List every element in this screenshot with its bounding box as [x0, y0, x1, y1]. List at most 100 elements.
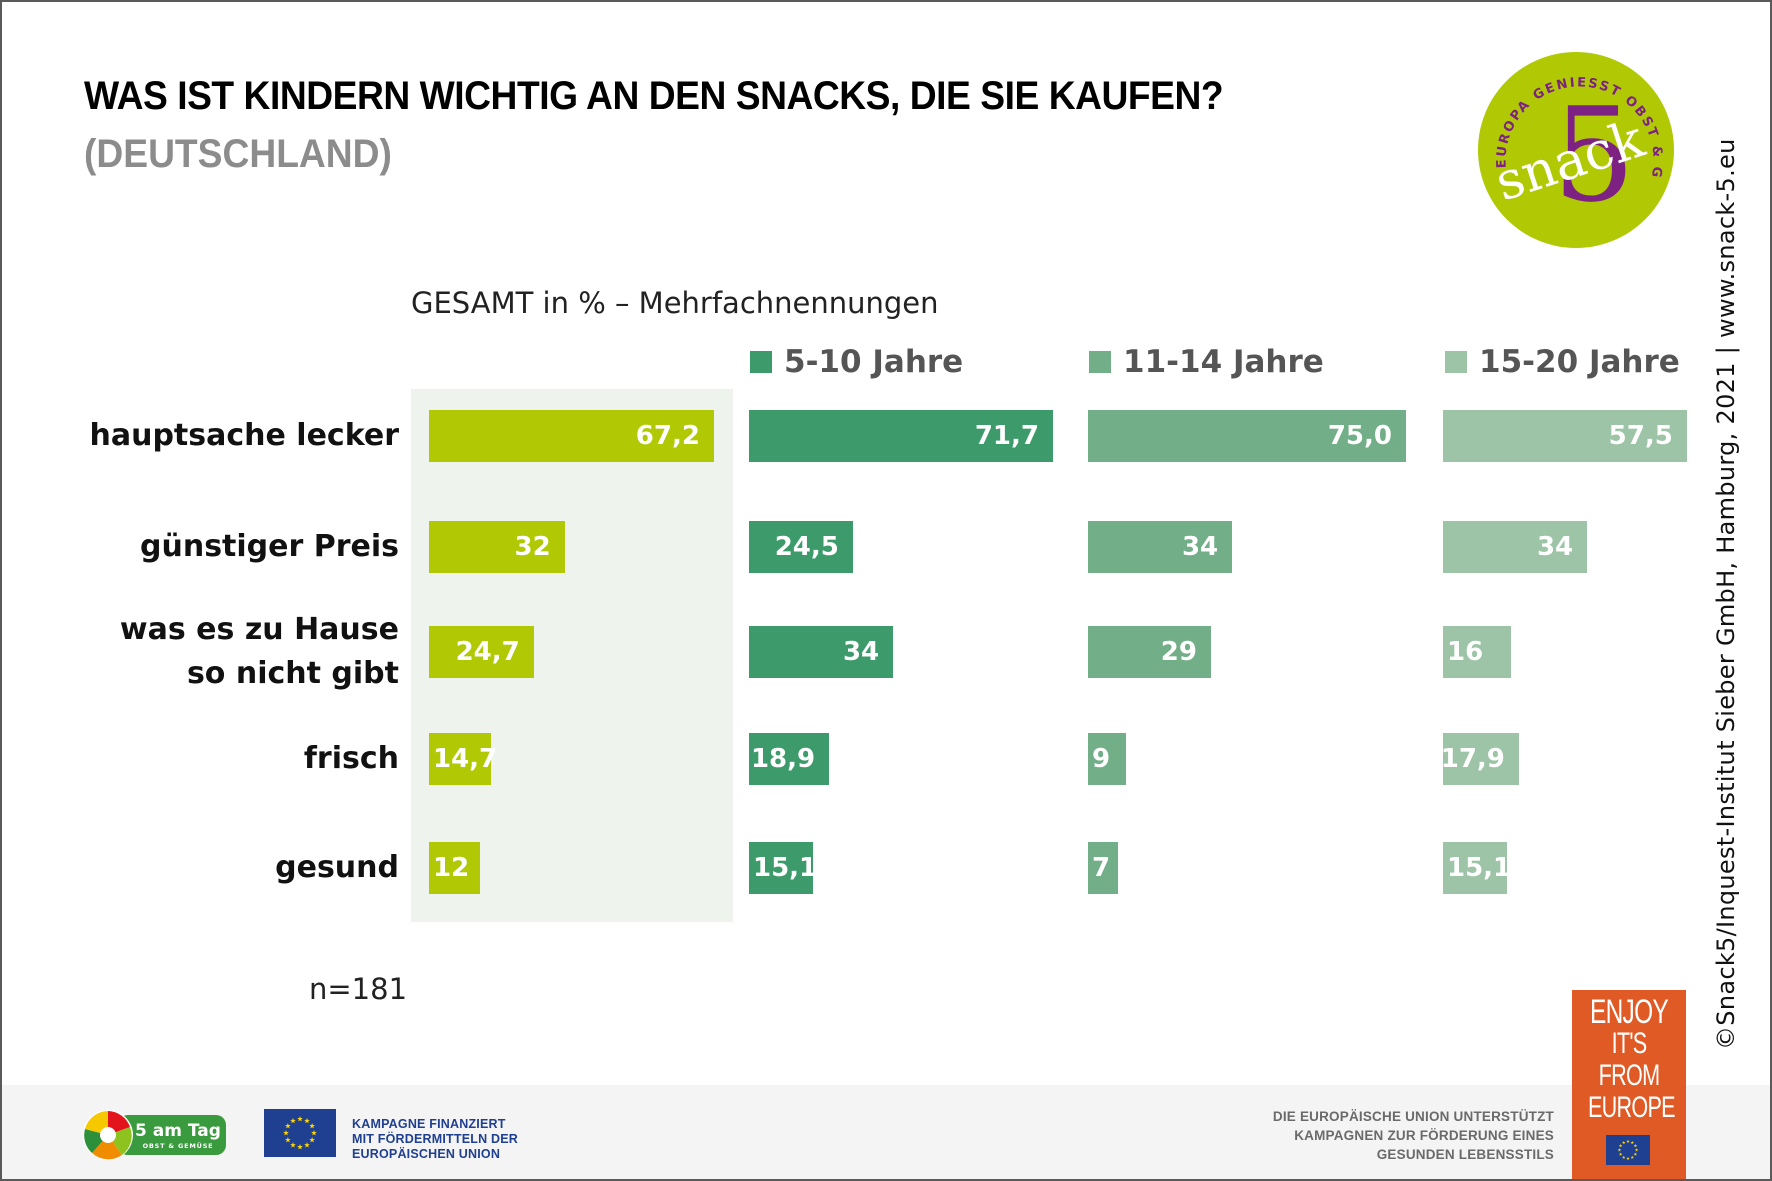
eu-support-line: GESUNDEN LEBENSSTILS: [1376, 1147, 1554, 1162]
logo-numeral: 5: [1553, 79, 1636, 231]
legend-swatch: [750, 351, 772, 373]
star-icon: [285, 1137, 291, 1143]
eu-support-line: DIE EUROPÄISCHE UNION UNTERSTÜTZT: [1272, 1109, 1554, 1124]
category-label-line: frisch: [303, 741, 399, 776]
eu-funding-line: EUROPÄISCHEN UNION: [352, 1147, 501, 1161]
star-icon: [1618, 1152, 1623, 1156]
category-label-line: so nicht gibt: [186, 656, 399, 691]
star-icon: [309, 1137, 315, 1143]
bar-value-label: 7: [1092, 853, 1111, 883]
svg-text:5 am Tag: 5 am Tag: [135, 1121, 221, 1141]
star-icon: [1634, 1148, 1639, 1152]
bar-value-label: 16: [1447, 637, 1484, 667]
legend-label: 15-20 Jahre: [1479, 344, 1680, 380]
category-label: was es zu Hause so nicht gibt: [120, 608, 399, 696]
enjoy-line: EUROPE: [1587, 1091, 1676, 1124]
eu-support-text: DIE EUROPÄISCHE UNION UNTERSTÜTZT KAMPAG…: [1273, 1107, 1554, 1164]
bar: 24,5: [749, 521, 853, 573]
snack5-logo: EUROPA GENIESST OBST & GEMÜSE 5 snack: [1476, 50, 1674, 248]
legend-item-5-10: 5-10 Jahre: [750, 344, 963, 380]
bar: 7: [1088, 842, 1118, 894]
enjoy-europe-logo: ENJOY IT'S FROM EUROPE: [1572, 990, 1686, 1179]
bar: 16: [1443, 626, 1511, 678]
star-icon: [1621, 1140, 1626, 1145]
bar-value-label: 75,0: [1327, 421, 1392, 451]
legend-item-15-20: 15-20 Jahre: [1445, 344, 1680, 380]
star-icon: [297, 1144, 303, 1150]
bar: 71,7: [749, 410, 1053, 462]
bar: 67,2: [429, 410, 714, 462]
svg-text:OBST & GEMÜSE: OBST & GEMÜSE: [143, 1141, 214, 1150]
logo-circle: [1478, 52, 1674, 248]
category-label: gesund: [275, 846, 399, 890]
star-icon: [285, 1123, 291, 1129]
eu-funding-text: KAMPAGNE FINANZIERT MIT FÖRDERMITTELN DE…: [352, 1117, 518, 1162]
bar: 34: [749, 626, 894, 678]
eu-flag-icon: [1606, 1135, 1650, 1165]
bar-value-label: 14,7: [433, 744, 498, 774]
bar-value-label: 12: [433, 853, 470, 883]
bar: 29: [1088, 626, 1211, 678]
star-icon: [1633, 1152, 1638, 1156]
bar: 32: [429, 521, 565, 573]
bar: 17,9: [1440, 733, 1519, 785]
star-icon: [304, 1142, 310, 1148]
star-icon: [311, 1130, 317, 1136]
legend-label: 11-14 Jahre: [1123, 344, 1324, 380]
bar: 12: [429, 842, 480, 894]
star-icon: [1618, 1143, 1623, 1148]
eu-funding-line: KAMPAGNE FINANZIERT: [352, 1117, 506, 1131]
measure-caption: GESAMT in % – Mehrfachnennungen: [411, 286, 939, 320]
star-icon: [304, 1117, 310, 1124]
bar: 75,0: [1088, 410, 1406, 462]
star-icon: [1630, 1140, 1635, 1145]
bar: 15,1: [1443, 842, 1511, 894]
star-icon: [290, 1117, 296, 1124]
category-label: günstiger Preis: [140, 525, 399, 569]
bar-value-label: 15,1: [753, 853, 818, 883]
bar-value-label: 34: [1536, 532, 1574, 562]
bar: 34: [1443, 521, 1588, 573]
legend-swatch: [1089, 351, 1111, 373]
bar-value-label: 34: [842, 637, 880, 667]
bar: 14,7: [429, 733, 497, 785]
enjoy-line: ENJOY: [1589, 993, 1669, 1031]
bar-value-label: 15,1: [1447, 853, 1512, 883]
bar-value-label: 71,7: [974, 421, 1039, 451]
star-icon: [283, 1130, 289, 1136]
star-icon: [290, 1142, 296, 1148]
star-icon: [1633, 1143, 1638, 1148]
category-label-line: günstiger Preis: [140, 529, 399, 564]
category-label-line: gesund: [275, 850, 399, 885]
bar-value-label: 24,5: [774, 532, 839, 562]
bar-value-label: 18,9: [750, 744, 816, 774]
bar: 18,9: [749, 733, 830, 785]
bar: 24,7: [429, 626, 534, 678]
legend-swatch: [1445, 351, 1467, 373]
category-label-line: hauptsache lecker: [89, 418, 399, 453]
eu-flag-icon: [264, 1109, 336, 1157]
star-icon: [1630, 1155, 1635, 1159]
bar: 9: [1088, 733, 1127, 785]
bar-value-label: 17,9: [1440, 744, 1505, 774]
bar: 15,1: [749, 842, 817, 894]
star-icon: [1621, 1155, 1626, 1159]
eu-funding-line: MIT FÖRDERMITTELN DER: [352, 1132, 518, 1146]
chart-title: WAS IST KINDERN WICHTIG AN DEN SNACKS, D…: [84, 74, 1224, 118]
bar-value-label: 67,2: [635, 421, 700, 451]
category-label: hauptsache lecker: [89, 414, 399, 458]
star-icon: [1626, 1139, 1630, 1143]
legend-item-11-14: 11-14 Jahre: [1089, 344, 1324, 380]
star-icon: [1617, 1148, 1622, 1152]
star-icon: [309, 1123, 315, 1129]
legend-label: 5-10 Jahre: [784, 344, 964, 380]
category-label: frisch: [304, 737, 399, 781]
copyright-text: ©Snack5/Inquest-Institut Sieber GmbH, Ha…: [1712, 138, 1740, 1050]
sample-size-note: n=181: [309, 972, 408, 1006]
bar: 57,5: [1443, 410, 1687, 462]
chart-subtitle: (DEUTSCHLAND): [84, 132, 392, 176]
bar: 34: [1088, 521, 1233, 573]
star-icon: [1626, 1156, 1630, 1161]
bar-value-label: 29: [1160, 637, 1197, 667]
